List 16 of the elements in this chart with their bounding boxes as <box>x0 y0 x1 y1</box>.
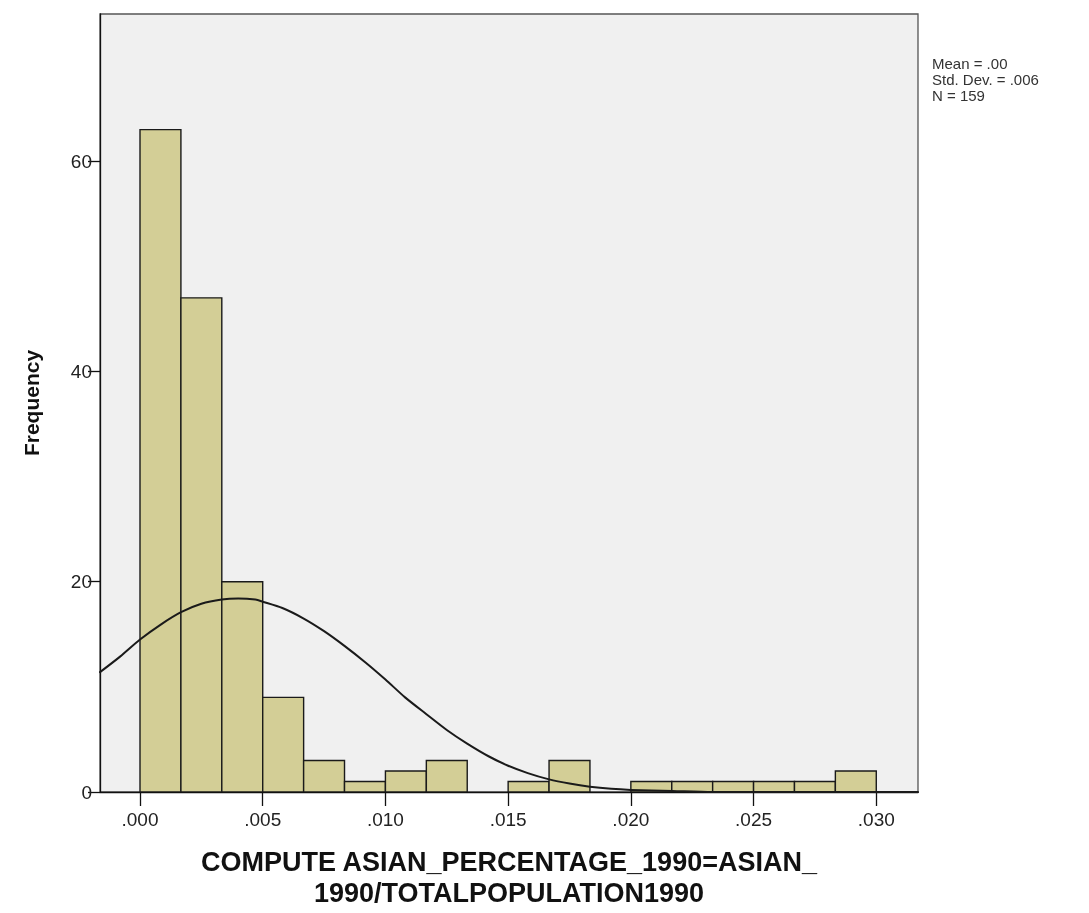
y-tick-label: 40 <box>70 360 92 382</box>
y-axis-title: Frequency <box>20 349 43 457</box>
x-tick-label: .015 <box>489 809 527 830</box>
x-tick-label: .025 <box>735 809 773 830</box>
x-tick-label: .030 <box>857 809 895 830</box>
x-tick-label: .005 <box>244 809 282 830</box>
text: Std. Dev. = .006 <box>932 71 1039 88</box>
text: N = 159 <box>932 87 985 104</box>
x-axis-title: COMPUTE ASIAN_PERCENTAGE_1990=ASIAN_ 1990/TOTALPOPULATION1990 <box>201 846 818 908</box>
x-tick-label: .010 <box>366 809 404 830</box>
y-tick-label: 0 <box>81 781 92 803</box>
text: Mean = .00 <box>932 55 1008 72</box>
y-tick-label: 60 <box>70 150 92 172</box>
x-tick-label: .000 <box>121 809 159 830</box>
y-tick-label: 20 <box>70 571 92 593</box>
x-tick-label: .020 <box>612 809 650 830</box>
